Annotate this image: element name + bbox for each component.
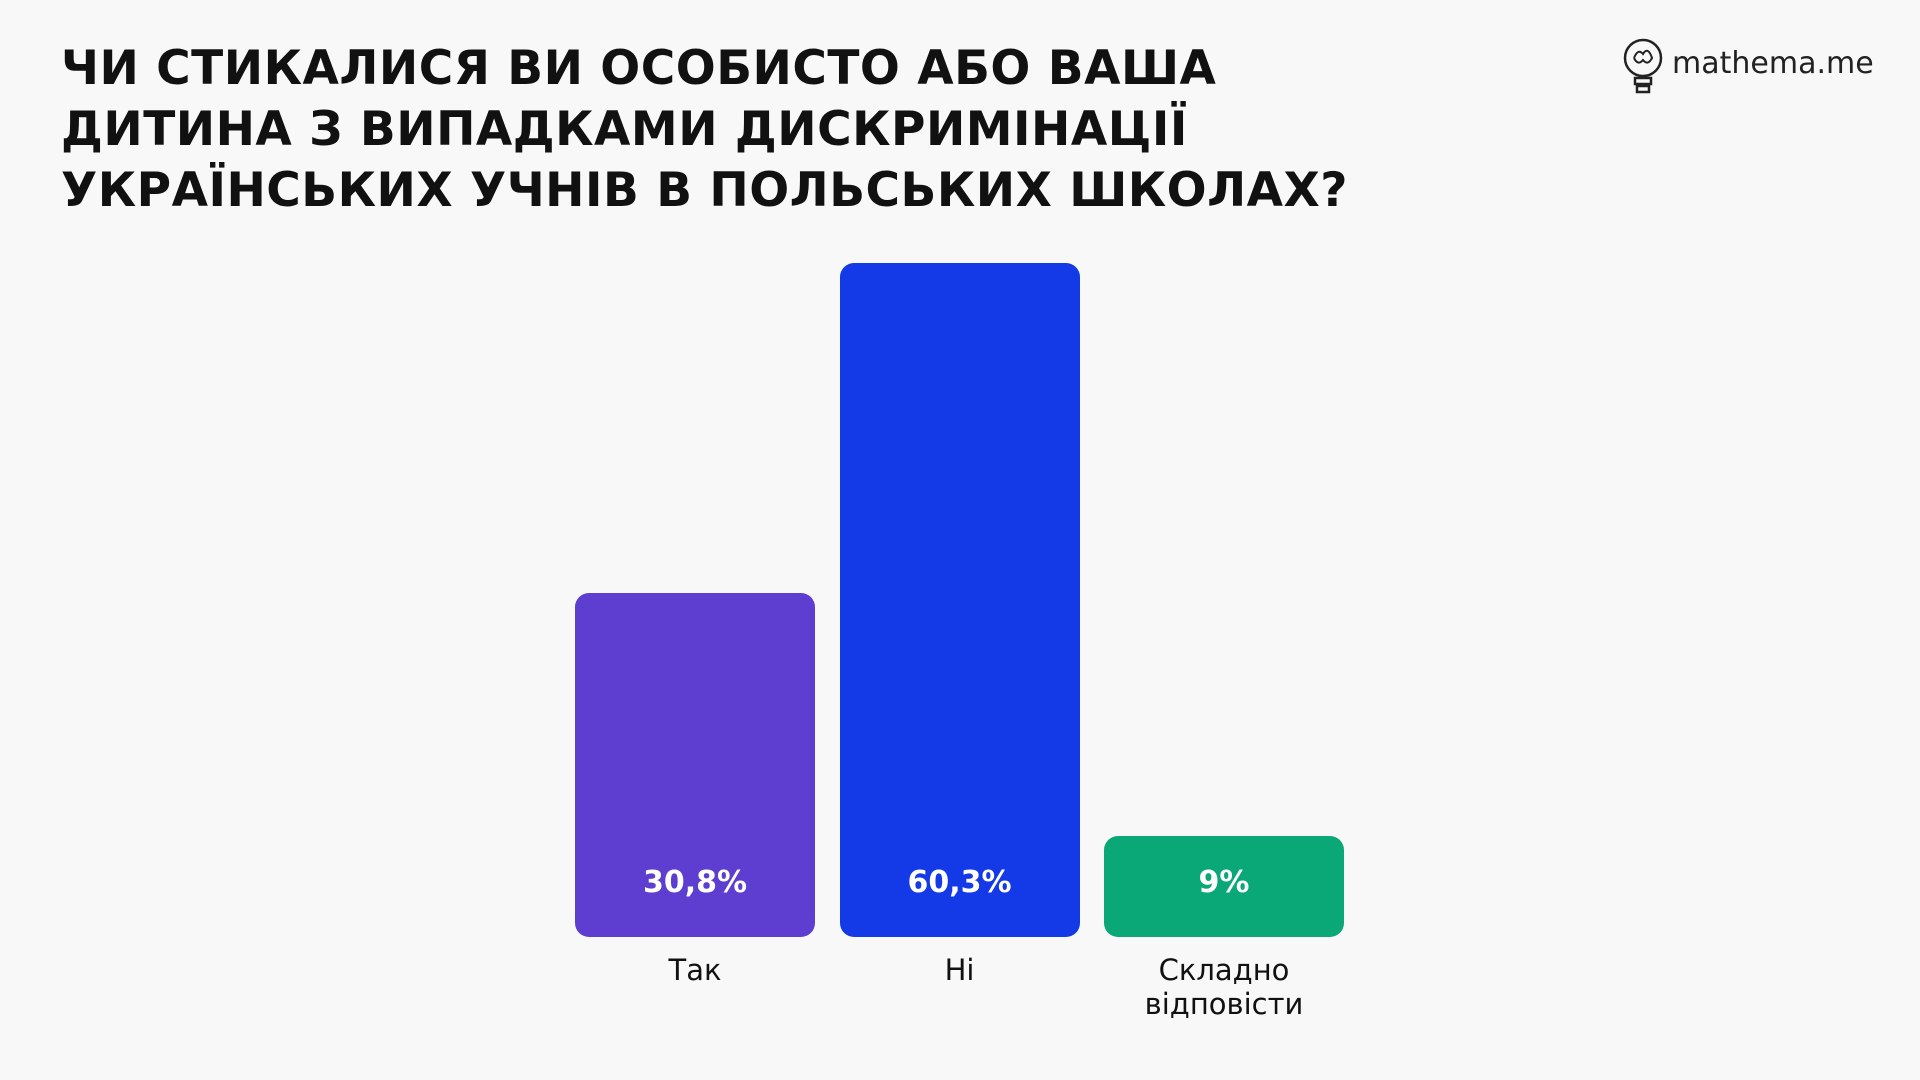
value-label: 60,3%: [907, 865, 1012, 900]
category-label: Ні: [944, 953, 975, 987]
brand: mathema.me: [1672, 46, 1874, 81]
chart-title: ЧИ СТИКАЛИСЯ ВИ ОСОБИСТО АБО ВАША ДИТИНА…: [61, 41, 1349, 218]
logo-icon: [1623, 38, 1663, 94]
category-label: Так: [668, 953, 722, 987]
value-label: 30,8%: [642, 865, 748, 900]
category-label: Складно відповісти: [1144, 953, 1304, 1021]
bar: [575, 592, 815, 937]
value-label: 9%: [1198, 865, 1250, 900]
bar: [839, 263, 1080, 937]
bar: [1104, 836, 1344, 937]
